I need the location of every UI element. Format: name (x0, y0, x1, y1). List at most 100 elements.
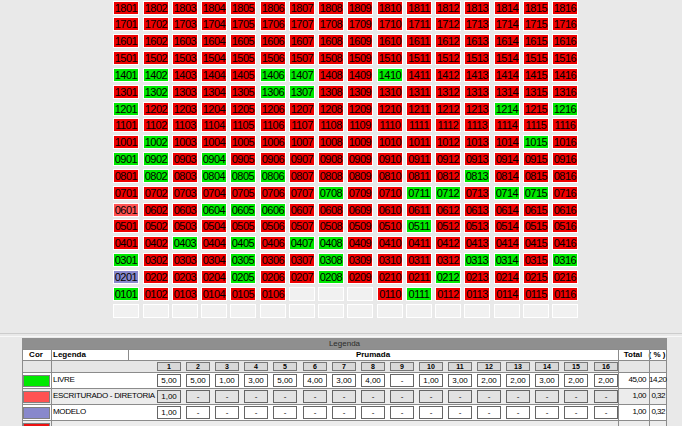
unit-cell[interactable]: 1006 (260, 135, 286, 149)
unit-cell[interactable]: 0716 (552, 186, 578, 200)
unit-cell[interactable]: 0411 (406, 236, 432, 250)
unit-cell[interactable]: 1809 (347, 1, 373, 15)
unit-cell[interactable]: 0510 (377, 219, 403, 233)
unit-cell[interactable]: 1308 (318, 85, 344, 99)
unit-cell[interactable]: 1404 (201, 68, 227, 82)
unit-cell[interactable]: 0816 (552, 169, 578, 183)
unit-cell[interactable]: 0908 (318, 152, 344, 166)
unit-cell[interactable]: 0609 (347, 203, 373, 217)
unit-cell[interactable]: 1611 (406, 34, 432, 48)
unit-cell[interactable]: 0807 (289, 169, 315, 183)
unit-cell[interactable]: 0913 (464, 152, 490, 166)
unit-cell[interactable]: 1206 (260, 102, 286, 116)
unit-cell[interactable]: 0206 (260, 270, 286, 284)
unit-cell[interactable]: 1203 (172, 102, 198, 116)
unit-cell[interactable]: 1714 (494, 17, 520, 31)
unit-cell[interactable]: 0613 (464, 203, 490, 217)
unit-cell[interactable]: 0202 (143, 270, 169, 284)
unit-cell[interactable]: 1212 (435, 102, 461, 116)
unit-cell[interactable]: 0812 (435, 169, 461, 183)
unit-cell[interactable]: 0603 (172, 203, 198, 217)
unit-cell[interactable]: 1405 (230, 68, 256, 82)
unit-cell[interactable]: 1401 (113, 68, 139, 82)
unit-cell[interactable]: 0708 (318, 186, 344, 200)
unit-cell[interactable]: 1403 (172, 68, 198, 82)
unit-cell[interactable]: 0115 (523, 287, 549, 301)
unit-cell[interactable]: 0303 (172, 253, 198, 267)
unit-cell[interactable]: 0112 (435, 287, 461, 301)
unit-cell[interactable]: 0409 (347, 236, 373, 250)
unit-cell[interactable]: 1601 (113, 34, 139, 48)
unit-cell[interactable]: 1702 (143, 17, 169, 31)
unit-cell[interactable]: 0506 (260, 219, 286, 233)
unit-cell[interactable]: 1304 (201, 85, 227, 99)
unit-cell[interactable]: 1509 (347, 51, 373, 65)
unit-cell[interactable]: 0209 (347, 270, 373, 284)
unit-cell[interactable]: 1002 (143, 135, 169, 149)
unit-cell[interactable]: 1707 (289, 17, 315, 31)
unit-cell[interactable]: 0515 (523, 219, 549, 233)
unit-cell[interactable]: 0614 (494, 203, 520, 217)
unit-cell[interactable]: 1508 (318, 51, 344, 65)
unit-cell[interactable]: 1708 (318, 17, 344, 31)
unit-cell[interactable]: 0307 (289, 253, 315, 267)
unit-cell[interactable]: 1316 (552, 85, 578, 99)
unit-cell[interactable]: 1413 (464, 68, 490, 82)
unit-cell[interactable]: 1813 (464, 1, 490, 15)
unit-cell[interactable]: 1111 (406, 118, 432, 132)
unit-cell[interactable]: 1415 (523, 68, 549, 82)
unit-cell[interactable]: 0605 (230, 203, 256, 217)
unit-cell[interactable]: 1213 (464, 102, 490, 116)
unit-cell[interactable]: 1502 (143, 51, 169, 65)
unit-cell[interactable]: 0306 (260, 253, 286, 267)
unit-cell[interactable]: 1214 (494, 102, 520, 116)
unit-cell[interactable]: 0414 (494, 236, 520, 250)
unit-cell[interactable]: 0709 (347, 186, 373, 200)
unit-cell[interactable]: 1416 (552, 68, 578, 82)
unit-cell[interactable]: 0901 (113, 152, 139, 166)
unit-cell[interactable]: 1810 (377, 1, 403, 15)
unit-cell[interactable]: 1616 (552, 34, 578, 48)
unit-cell[interactable]: 1402 (143, 68, 169, 82)
unit-cell[interactable]: 1516 (552, 51, 578, 65)
unit-cell[interactable]: 1014 (494, 135, 520, 149)
unit-cell[interactable]: 1309 (347, 85, 373, 99)
unit-cell[interactable]: 1506 (260, 51, 286, 65)
unit-cell[interactable]: 1311 (406, 85, 432, 99)
unit-cell[interactable]: 1710 (377, 17, 403, 31)
unit-cell[interactable]: 0814 (494, 169, 520, 183)
unit-cell[interactable]: 1201 (113, 102, 139, 116)
unit-cell[interactable]: 1815 (523, 1, 549, 15)
unit-cell[interactable]: 1610 (377, 34, 403, 48)
unit-cell[interactable]: 0802 (143, 169, 169, 183)
unit-cell[interactable]: 1804 (201, 1, 227, 15)
unit-cell[interactable]: 0903 (172, 152, 198, 166)
unit-cell[interactable]: 0813 (464, 169, 490, 183)
unit-cell[interactable]: 1104 (201, 118, 227, 132)
unit-cell[interactable]: 1007 (289, 135, 315, 149)
unit-cell[interactable]: 0516 (552, 219, 578, 233)
unit-cell[interactable]: 0315 (523, 253, 549, 267)
unit-cell[interactable]: 0205 (230, 270, 256, 284)
unit-cell[interactable]: 1202 (143, 102, 169, 116)
unit-cell[interactable]: 1512 (435, 51, 461, 65)
unit-cell[interactable]: 1306 (260, 85, 286, 99)
unit-cell[interactable]: 0803 (172, 169, 198, 183)
unit-cell[interactable]: 0805 (230, 169, 256, 183)
unit-cell[interactable]: 0916 (552, 152, 578, 166)
unit-cell[interactable]: 1704 (201, 17, 227, 31)
unit-cell[interactable]: 1705 (230, 17, 256, 31)
unit-cell[interactable]: 0809 (347, 169, 373, 183)
unit-cell[interactable]: 1210 (377, 102, 403, 116)
unit-cell[interactable]: 0912 (435, 152, 461, 166)
unit-cell[interactable]: 0909 (347, 152, 373, 166)
unit-cell[interactable]: 1110 (377, 118, 403, 132)
unit-cell[interactable]: 1107 (289, 118, 315, 132)
unit-cell[interactable]: 0702 (143, 186, 169, 200)
unit-cell[interactable]: 1514 (494, 51, 520, 65)
unit-cell[interactable]: 1511 (406, 51, 432, 65)
unit-cell[interactable]: 1812 (435, 1, 461, 15)
unit-cell[interactable]: 1204 (201, 102, 227, 116)
unit-cell[interactable]: 0904 (201, 152, 227, 166)
unit-cell[interactable]: 1116 (552, 118, 578, 132)
